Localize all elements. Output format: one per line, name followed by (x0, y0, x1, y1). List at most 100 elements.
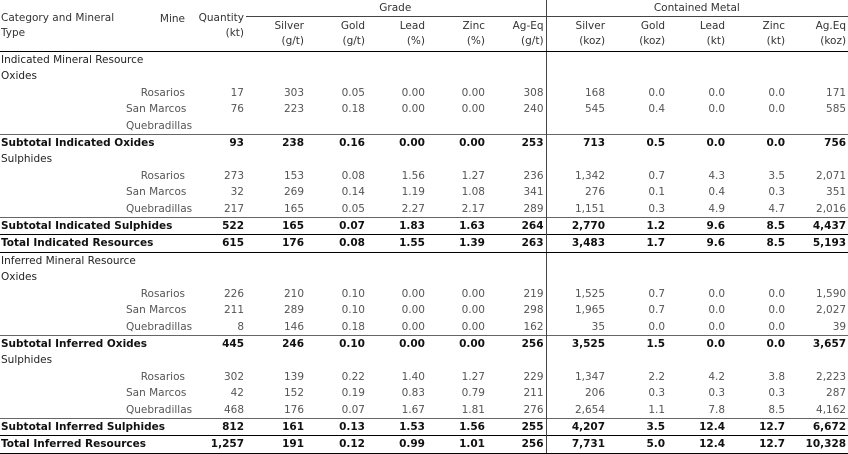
cell: 171 (826, 86, 847, 99)
mine-name: San Marcos (126, 387, 187, 400)
table-header: Category and Mineral Type Mine Quantity (… (0, 0, 848, 52)
row-label: Subtotal Indicated Sulphides (0, 217, 187, 235)
total-row: Total Inferred Resources 1,257 191 0.12 0.99… (0, 435, 848, 454)
cell: 1.27 (461, 169, 485, 182)
data-row: Rosarios 273 153 0.08 1.56 1.27 236 1,342 0.7 4.3… (0, 167, 848, 185)
mine-name: Rosarios (140, 287, 185, 300)
cell: 191 (246, 435, 306, 454)
cell: 0.4 (708, 186, 726, 199)
blank (0, 385, 125, 401)
data-row: Quebradillas (0, 117, 848, 135)
cell: 298 (487, 302, 547, 319)
blank (546, 252, 848, 269)
header-unit: (kt) (766, 35, 786, 47)
cell: 0.08 (341, 169, 365, 182)
blank (0, 369, 125, 385)
section-label: Indicated Mineral Resource (0, 51, 547, 69)
cell (607, 118, 667, 135)
blank (0, 184, 125, 200)
cell: 302 (223, 370, 244, 383)
cell: 211 (487, 385, 547, 402)
cell: 3,657 (787, 334, 848, 353)
cell: 0.00 (461, 287, 485, 300)
header-name: Gold (340, 20, 365, 32)
cell: 3.8 (768, 370, 786, 383)
cell: 0.05 (341, 86, 365, 99)
data-row: Rosarios 17 303 0.05 0.00 0.00 308 168 0.0 0.0 0.0… (0, 84, 848, 102)
data-row: Quebradillas 217 165 0.05 2.27 2.17 289 1,151 0.… (0, 200, 848, 218)
cell: 0.10 (341, 304, 365, 317)
row-label: Subtotal Inferred Oxides (0, 334, 187, 353)
cell: 246 (246, 334, 306, 353)
cell: 176 (246, 234, 306, 253)
header-unit: (g/t) (521, 35, 544, 47)
mine-name: Quebradillas (126, 403, 193, 416)
header-unit: (koz) (579, 35, 606, 47)
header-unit: (kt) (706, 35, 726, 47)
cell: 273 (223, 169, 244, 182)
mine-name: Rosarios (140, 169, 185, 182)
cell: 146 (283, 320, 304, 333)
cell: 1.19 (401, 186, 425, 199)
cell: 0.83 (401, 387, 425, 400)
cell: 139 (283, 370, 304, 383)
subtotal-row: Subtotal Indicated Oxides 93 238 0.16 0.00 0.… (0, 134, 848, 152)
total-row: Total Indicated Resources 615 176 0.08 1.55 1… (0, 234, 848, 253)
cell: 0.0 (727, 134, 788, 152)
cell: 226 (223, 287, 244, 300)
column-header: Zinc (%) (427, 16, 487, 52)
mine-name: Quebradillas (126, 202, 193, 215)
cell (667, 118, 727, 135)
section-row: Oxides (0, 269, 848, 286)
cell: 4.3 (708, 169, 726, 182)
cell: 289 (487, 200, 547, 218)
cell: 256 (487, 334, 547, 353)
cell: 7.8 (708, 403, 726, 416)
cell: 152 (283, 387, 304, 400)
cell: 161 (246, 417, 306, 436)
data-row: Quebradillas 8 146 0.18 0.00 0.00 162 35 0.0 0.0 0… (0, 318, 848, 336)
header-unit: (%) (466, 35, 485, 47)
cell (367, 118, 427, 135)
blank (0, 85, 125, 101)
cell: 12.7 (727, 435, 788, 454)
row-label: Total Indicated Resources (0, 234, 187, 253)
cell: 32 (230, 186, 244, 199)
cell: 0.79 (461, 387, 485, 400)
blank (546, 68, 848, 84)
cell: 1,525 (574, 287, 606, 300)
cell: 468 (223, 403, 244, 416)
cell: 17 (230, 86, 244, 99)
cell: 0.12 (306, 435, 367, 454)
cell: 1.83 (367, 217, 427, 235)
cell: 0.10 (341, 287, 365, 300)
cell: 585 (826, 103, 847, 116)
cell: 0.0 (768, 287, 786, 300)
cell: 351 (826, 186, 847, 199)
blank (0, 286, 125, 302)
cell: 39 (832, 320, 847, 333)
cell: 0.5 (607, 134, 668, 152)
cell: 253 (487, 134, 547, 152)
cell: 1.27 (461, 370, 485, 383)
cell: 1.1 (648, 403, 666, 416)
cell: 0.0 (667, 334, 728, 353)
cell: 229 (487, 368, 547, 386)
cell: 9.6 (667, 217, 728, 235)
header-name: Ag.Eq (815, 20, 847, 32)
cell (427, 118, 487, 135)
cell: 219 (487, 285, 547, 303)
cell: 0.0 (768, 103, 786, 116)
cell: 12.7 (727, 417, 788, 436)
cell: 10,328 (787, 435, 848, 454)
cell: 3.5 (768, 169, 786, 182)
cell: 0.0 (768, 86, 786, 99)
cell: 4.9 (708, 202, 726, 215)
cell: 8.5 (768, 403, 786, 416)
cell: 0.3 (768, 387, 786, 400)
cell: 1,347 (574, 370, 606, 383)
cell: 4.7 (768, 202, 786, 215)
cell: 0.4 (648, 103, 666, 116)
cell: 287 (826, 387, 847, 400)
section-label: Sulphides (0, 352, 547, 369)
